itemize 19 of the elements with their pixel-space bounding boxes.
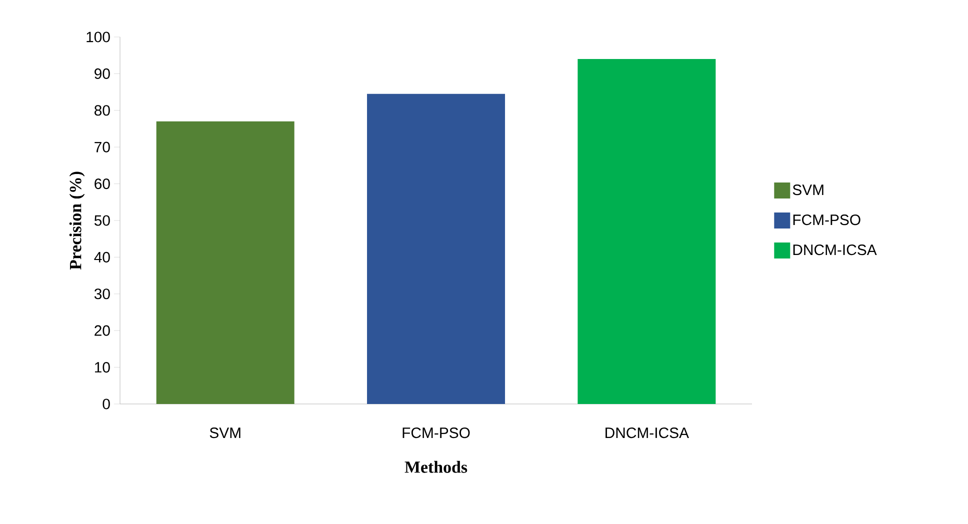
y-tick-label: 60: [94, 178, 110, 190]
y-tick-label: 30: [94, 288, 110, 300]
x-tick-label: SVM: [210, 428, 240, 438]
y-tick-label: 40: [94, 252, 110, 262]
y-tick-label: 100: [86, 32, 110, 42]
y-tick-label: 70: [94, 142, 110, 152]
y-tick-label: 10: [95, 362, 110, 373]
y-tick-label: 50: [94, 215, 110, 226]
legend-label: FCM-PSO: [793, 214, 860, 226]
x-axis-title: Methods: [404, 460, 468, 473]
legend-label: SVM: [792, 184, 824, 196]
x-tick-label: FCM-PSO: [402, 428, 470, 438]
y-tick-label: 80: [94, 105, 110, 116]
y-tick-label: 20: [94, 325, 110, 336]
x-tick-label: DNCM-ICSA: [606, 428, 689, 438]
y-axis-title: Precision (%): [69, 172, 85, 270]
legend-label: DNCM-ICSA: [793, 244, 877, 256]
y-tick-label: 90: [94, 68, 110, 79]
y-tick-label: 0: [102, 398, 110, 410]
